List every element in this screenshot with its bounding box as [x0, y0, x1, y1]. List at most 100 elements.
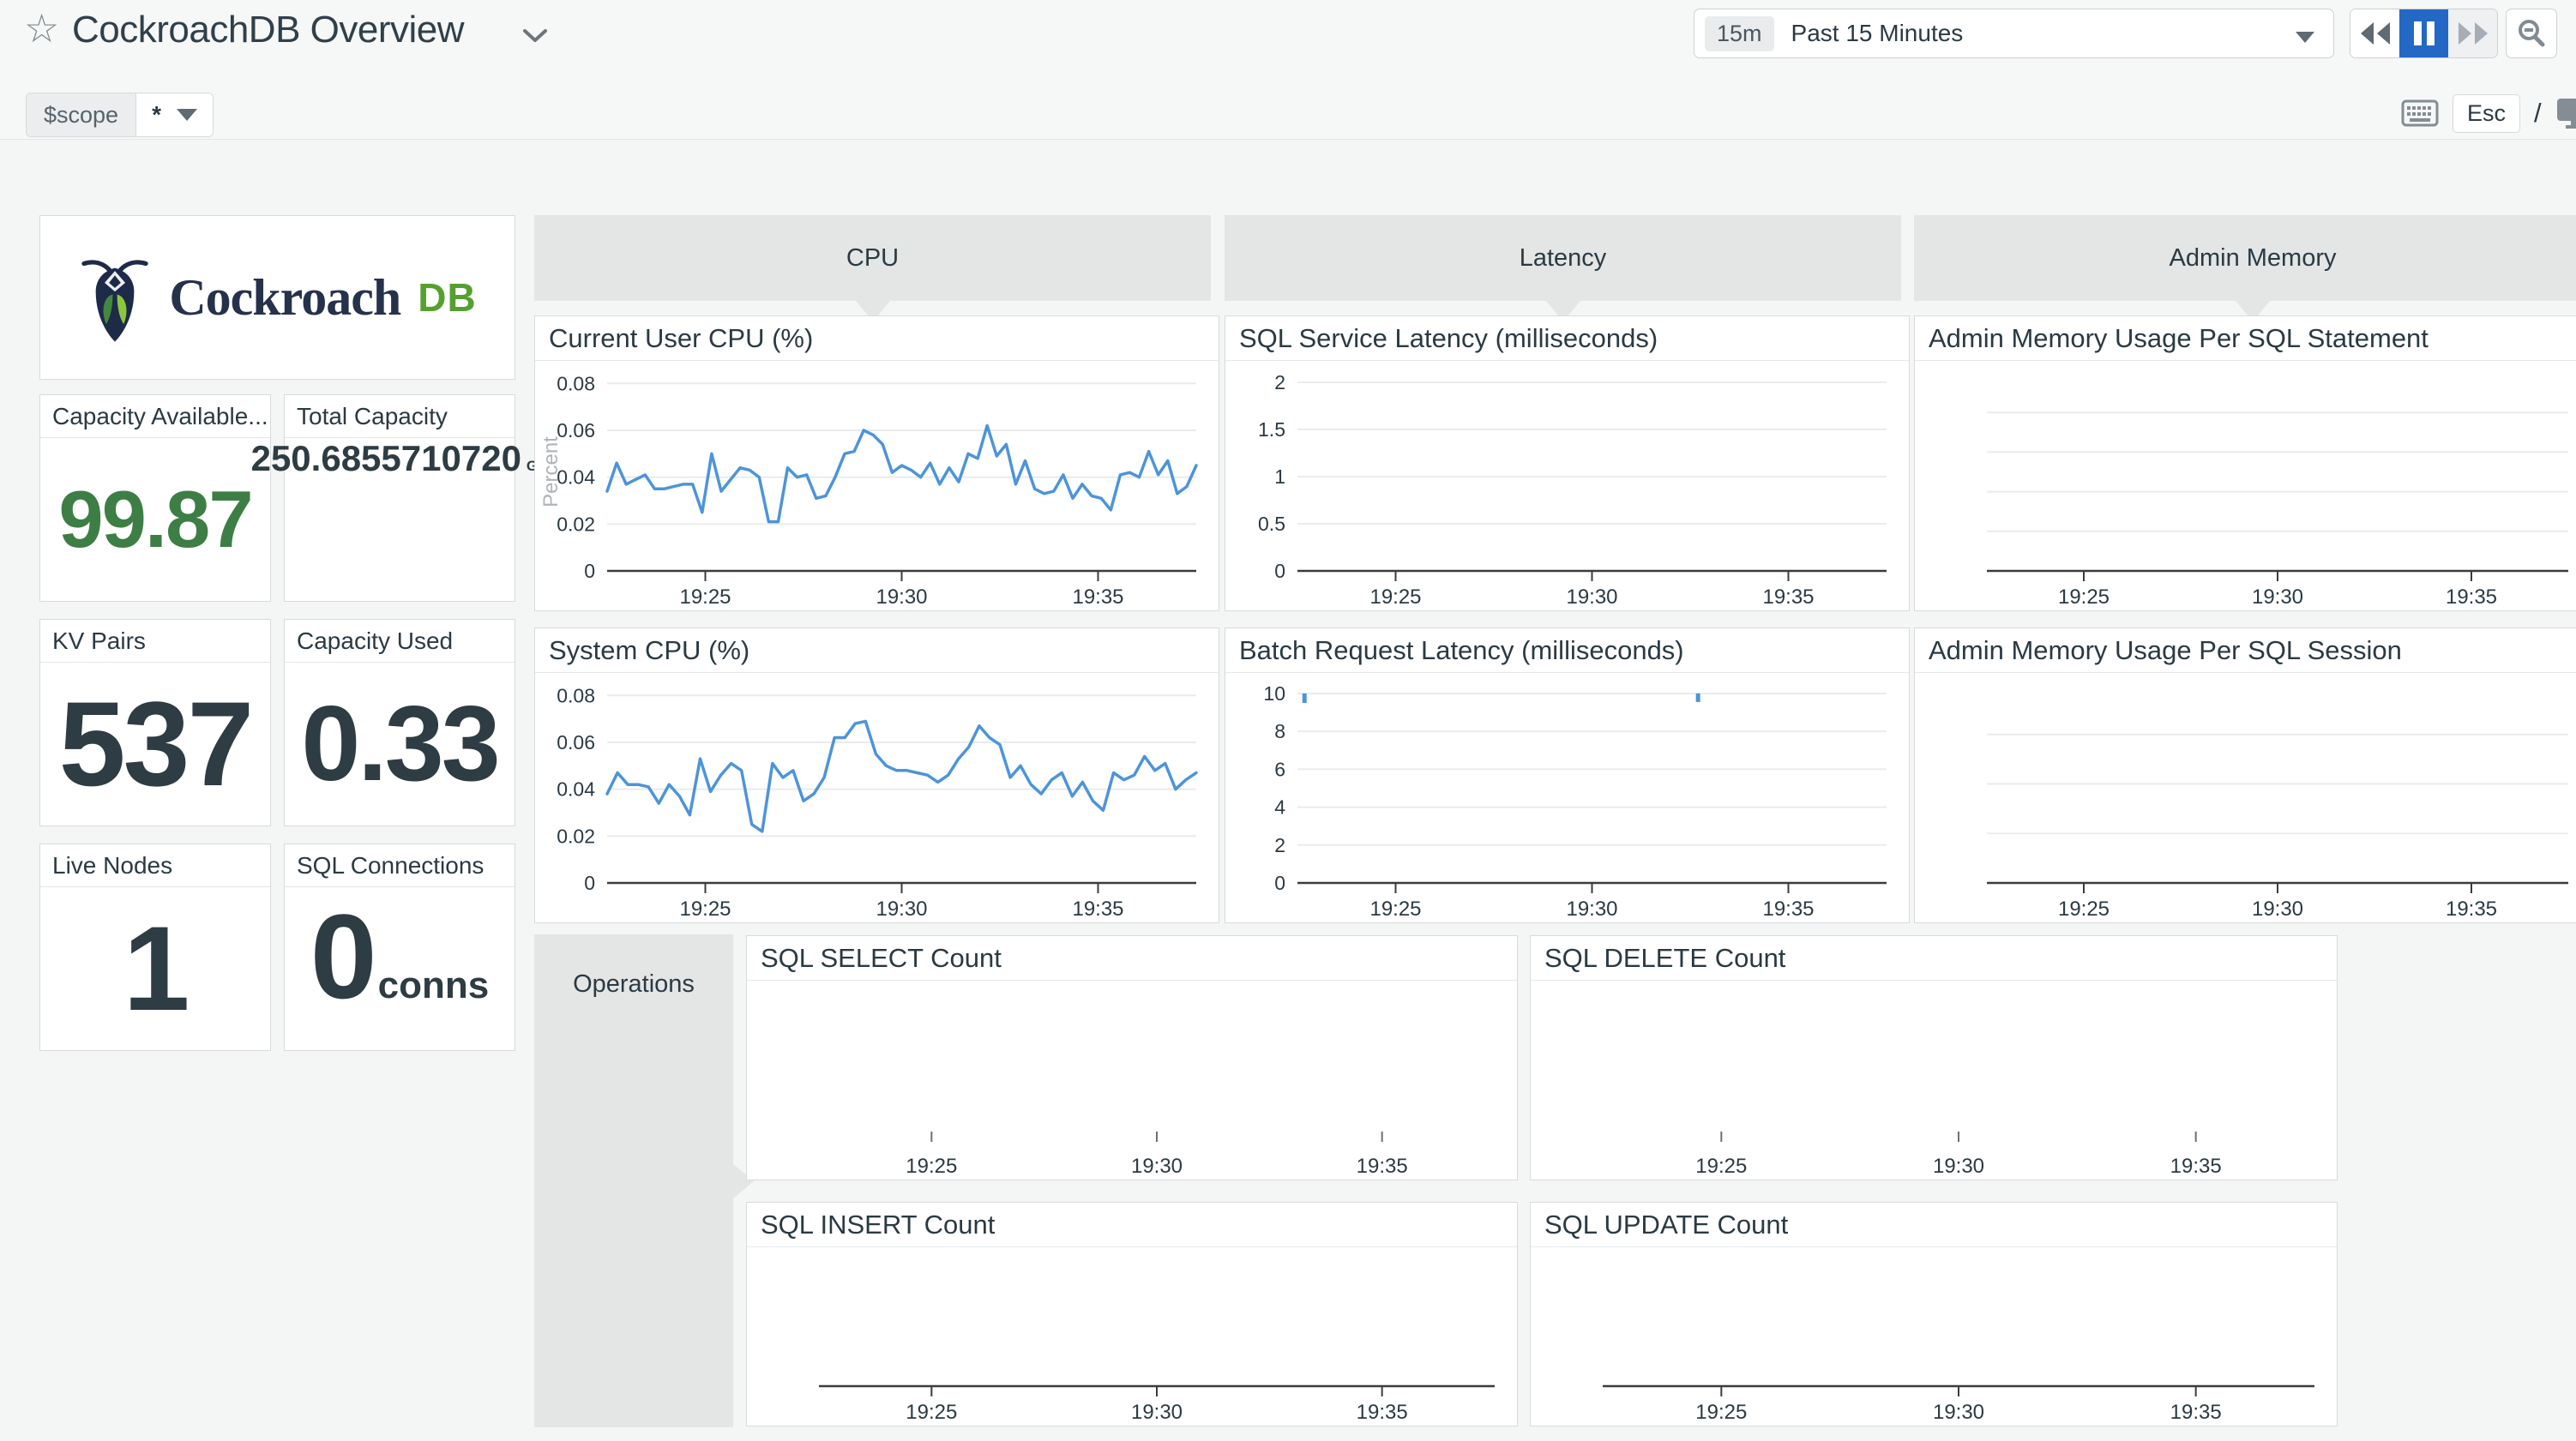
stat-value: 537 — [58, 676, 255, 811]
svg-text:6: 6 — [1274, 758, 1285, 780]
group-label: CPU — [846, 243, 900, 272]
svg-text:19:25: 19:25 — [906, 1401, 957, 1424]
keyboard-icon[interactable] — [2401, 99, 2439, 127]
favorite-star-icon[interactable]: ☆ — [24, 6, 60, 51]
svg-text:0.08: 0.08 — [557, 684, 595, 706]
svg-text:10: 10 — [1263, 682, 1285, 705]
tv-mode-icon[interactable] — [2555, 97, 2576, 129]
svg-text:Percent: Percent — [539, 436, 563, 507]
svg-text:0: 0 — [584, 560, 595, 582]
stat-value: 0 — [310, 889, 377, 1024]
widget-title: SQL UPDATE Count — [1531, 1203, 2337, 1247]
svg-text:19:30: 19:30 — [2252, 898, 2303, 921]
fast-forward-button[interactable] — [2448, 9, 2497, 57]
svg-text:19:25: 19:25 — [906, 1155, 957, 1178]
svg-text:1: 1 — [1274, 465, 1285, 488]
time-range-selector[interactable]: 15m Past 15 Minutes — [1694, 9, 2334, 58]
chart-plot-admin-memory-session[interactable]: 19:25 19:30 19:35 — [1915, 673, 2576, 922]
chart-plot-batch-request-latency[interactable]: 0 2 4 6 8 10 19:25 19:30 19:35 — [1225, 673, 1909, 922]
title-chevron-down-icon[interactable] — [521, 27, 549, 49]
widget-title: Current User CPU (%) — [535, 316, 1219, 361]
widget-sql-select-count: SQL SELECT Count 19:25 19:30 19:35 — [746, 935, 1518, 1180]
svg-text:2: 2 — [1274, 834, 1285, 856]
svg-text:19:30: 19:30 — [1131, 1401, 1183, 1424]
widget-system-cpu: System CPU (%) 0 0.02 0.04 0.06 0.08 19:25 19:… — [534, 627, 1219, 923]
svg-text:19:30: 19:30 — [1933, 1155, 1984, 1178]
zoom-out-button[interactable] — [2506, 9, 2557, 58]
time-range-caret-icon — [2296, 32, 2314, 43]
template-variable-scope[interactable]: $scope * — [26, 93, 214, 137]
widget-current-user-cpu: Current User CPU (%) 0 0.02 0.04 0.06 0.08 Pe… — [534, 315, 1219, 611]
group-header-operations[interactable]: Operations — [534, 934, 754, 1427]
svg-text:2: 2 — [1274, 371, 1285, 393]
widget-sql-delete-count: SQL DELETE Count 19:25 19:30 19:35 — [1530, 935, 2338, 1180]
stat-title: Total Capacity — [285, 395, 515, 438]
svg-text:19:35: 19:35 — [1762, 585, 1814, 609]
widget-sql-insert-count: SQL INSERT Count 19:25 19:30 19:35 — [746, 1202, 1518, 1426]
svg-text:19:35: 19:35 — [2170, 1401, 2222, 1424]
svg-text:19:25: 19:25 — [679, 898, 731, 921]
widget-sql-update-count: SQL UPDATE Count 19:25 19:30 19:35 — [1530, 1202, 2338, 1426]
svg-text:19:25: 19:25 — [1369, 898, 1421, 921]
svg-text:1.5: 1.5 — [1258, 418, 1285, 441]
chart-plot-current-user-cpu[interactable]: 0 0.02 0.04 0.06 0.08 Percent 19:25 19:30 19:35 — [535, 361, 1219, 610]
widget-title: System CPU (%) — [535, 628, 1219, 673]
widget-admin-memory-statement: Admin Memory Usage Per SQL Statement 19:… — [1914, 315, 2576, 611]
pause-button[interactable] — [2399, 9, 2448, 57]
svg-text:0: 0 — [1274, 560, 1285, 582]
svg-text:19:35: 19:35 — [2170, 1155, 2222, 1178]
svg-text:0.06: 0.06 — [557, 419, 595, 441]
page-title[interactable]: CockroachDB Overview — [72, 9, 465, 51]
stat-kv-pairs: KV Pairs 537 — [39, 619, 271, 826]
stat-capacity-available: Capacity Available... 99.87 — [39, 394, 271, 602]
cockroachdb-logo-card: Cockroach DB — [39, 215, 515, 380]
stat-unit: conns — [377, 964, 490, 1006]
widget-title: SQL INSERT Count — [747, 1203, 1517, 1247]
group-label: Latency — [1519, 243, 1607, 272]
chart-plot-sql-service-latency[interactable]: 0 0.5 1 1.5 2 19:25 19:30 19:35 — [1225, 361, 1909, 610]
fast-forward-icon — [2458, 22, 2488, 45]
svg-text:19:35: 19:35 — [1072, 898, 1123, 921]
widget-admin-memory-session: Admin Memory Usage Per SQL Session 19:25… — [1914, 627, 2576, 923]
svg-text:0.06: 0.06 — [557, 731, 595, 754]
chart-plot-admin-memory-statement[interactable]: 19:25 19:30 19:35 — [1915, 361, 2576, 610]
chart-plot-sql-insert-count[interactable]: 19:25 19:30 19:35 — [747, 1247, 1517, 1426]
time-range-badge: 15m — [1705, 15, 1774, 51]
stat-total-capacity: Total Capacity 250.6855710720 GB — [251, 394, 548, 602]
stat-value: 250.6855710720 — [250, 438, 521, 478]
svg-text:19:25: 19:25 — [1695, 1401, 1747, 1424]
svg-text:0.04: 0.04 — [557, 778, 595, 801]
svg-text:0.04: 0.04 — [557, 466, 595, 489]
chart-plot-sql-update-count[interactable]: 19:25 19:30 19:35 — [1531, 1247, 2337, 1426]
svg-text:8: 8 — [1274, 720, 1285, 742]
svg-text:0.02: 0.02 — [557, 825, 595, 847]
playback-controls — [2350, 9, 2498, 58]
stat-live-nodes: Live Nodes 1 — [39, 844, 271, 1051]
group-header-admin-memory[interactable]: Admin Memory — [1914, 215, 2576, 321]
svg-text:19:35: 19:35 — [1762, 898, 1814, 921]
scope-caret-icon — [176, 109, 197, 121]
stat-title: SQL Connections — [285, 844, 515, 887]
svg-text:4: 4 — [1274, 796, 1285, 819]
time-range-label: Past 15 Minutes — [1791, 20, 1964, 46]
esc-key-hint: Esc — [2453, 93, 2521, 133]
group-label: Operations — [573, 970, 695, 998]
chart-plot-sql-select-count[interactable]: 19:25 19:30 19:35 — [747, 981, 1517, 1180]
svg-text:19:30: 19:30 — [1566, 585, 1617, 609]
widget-title: Batch Request Latency (milliseconds) — [1225, 628, 1909, 673]
widget-sql-service-latency: SQL Service Latency (milliseconds) 0 0.5 1… — [1225, 315, 1910, 611]
svg-text:19:35: 19:35 — [2446, 585, 2497, 609]
chart-plot-sql-delete-count[interactable]: 19:25 19:30 19:35 — [1531, 981, 2337, 1180]
chart-plot-system-cpu[interactable]: 0 0.02 0.04 0.06 0.08 19:25 19:30 19:35 — [535, 673, 1219, 922]
svg-text:19:25: 19:25 — [1369, 585, 1421, 609]
group-header-cpu[interactable]: CPU — [534, 215, 1211, 321]
group-header-latency[interactable]: Latency — [1225, 215, 1901, 321]
pause-icon — [2413, 21, 2435, 45]
cockroachdb-bug-icon — [81, 260, 148, 342]
stat-sql-connections: SQL Connections 0 conns — [284, 844, 515, 1051]
svg-text:19:30: 19:30 — [876, 898, 927, 921]
rewind-button[interactable] — [2350, 9, 2399, 57]
widget-title: SQL Service Latency (milliseconds) — [1225, 316, 1909, 361]
stat-value: 1 — [123, 901, 190, 1036]
svg-text:19:35: 19:35 — [1357, 1401, 1408, 1424]
